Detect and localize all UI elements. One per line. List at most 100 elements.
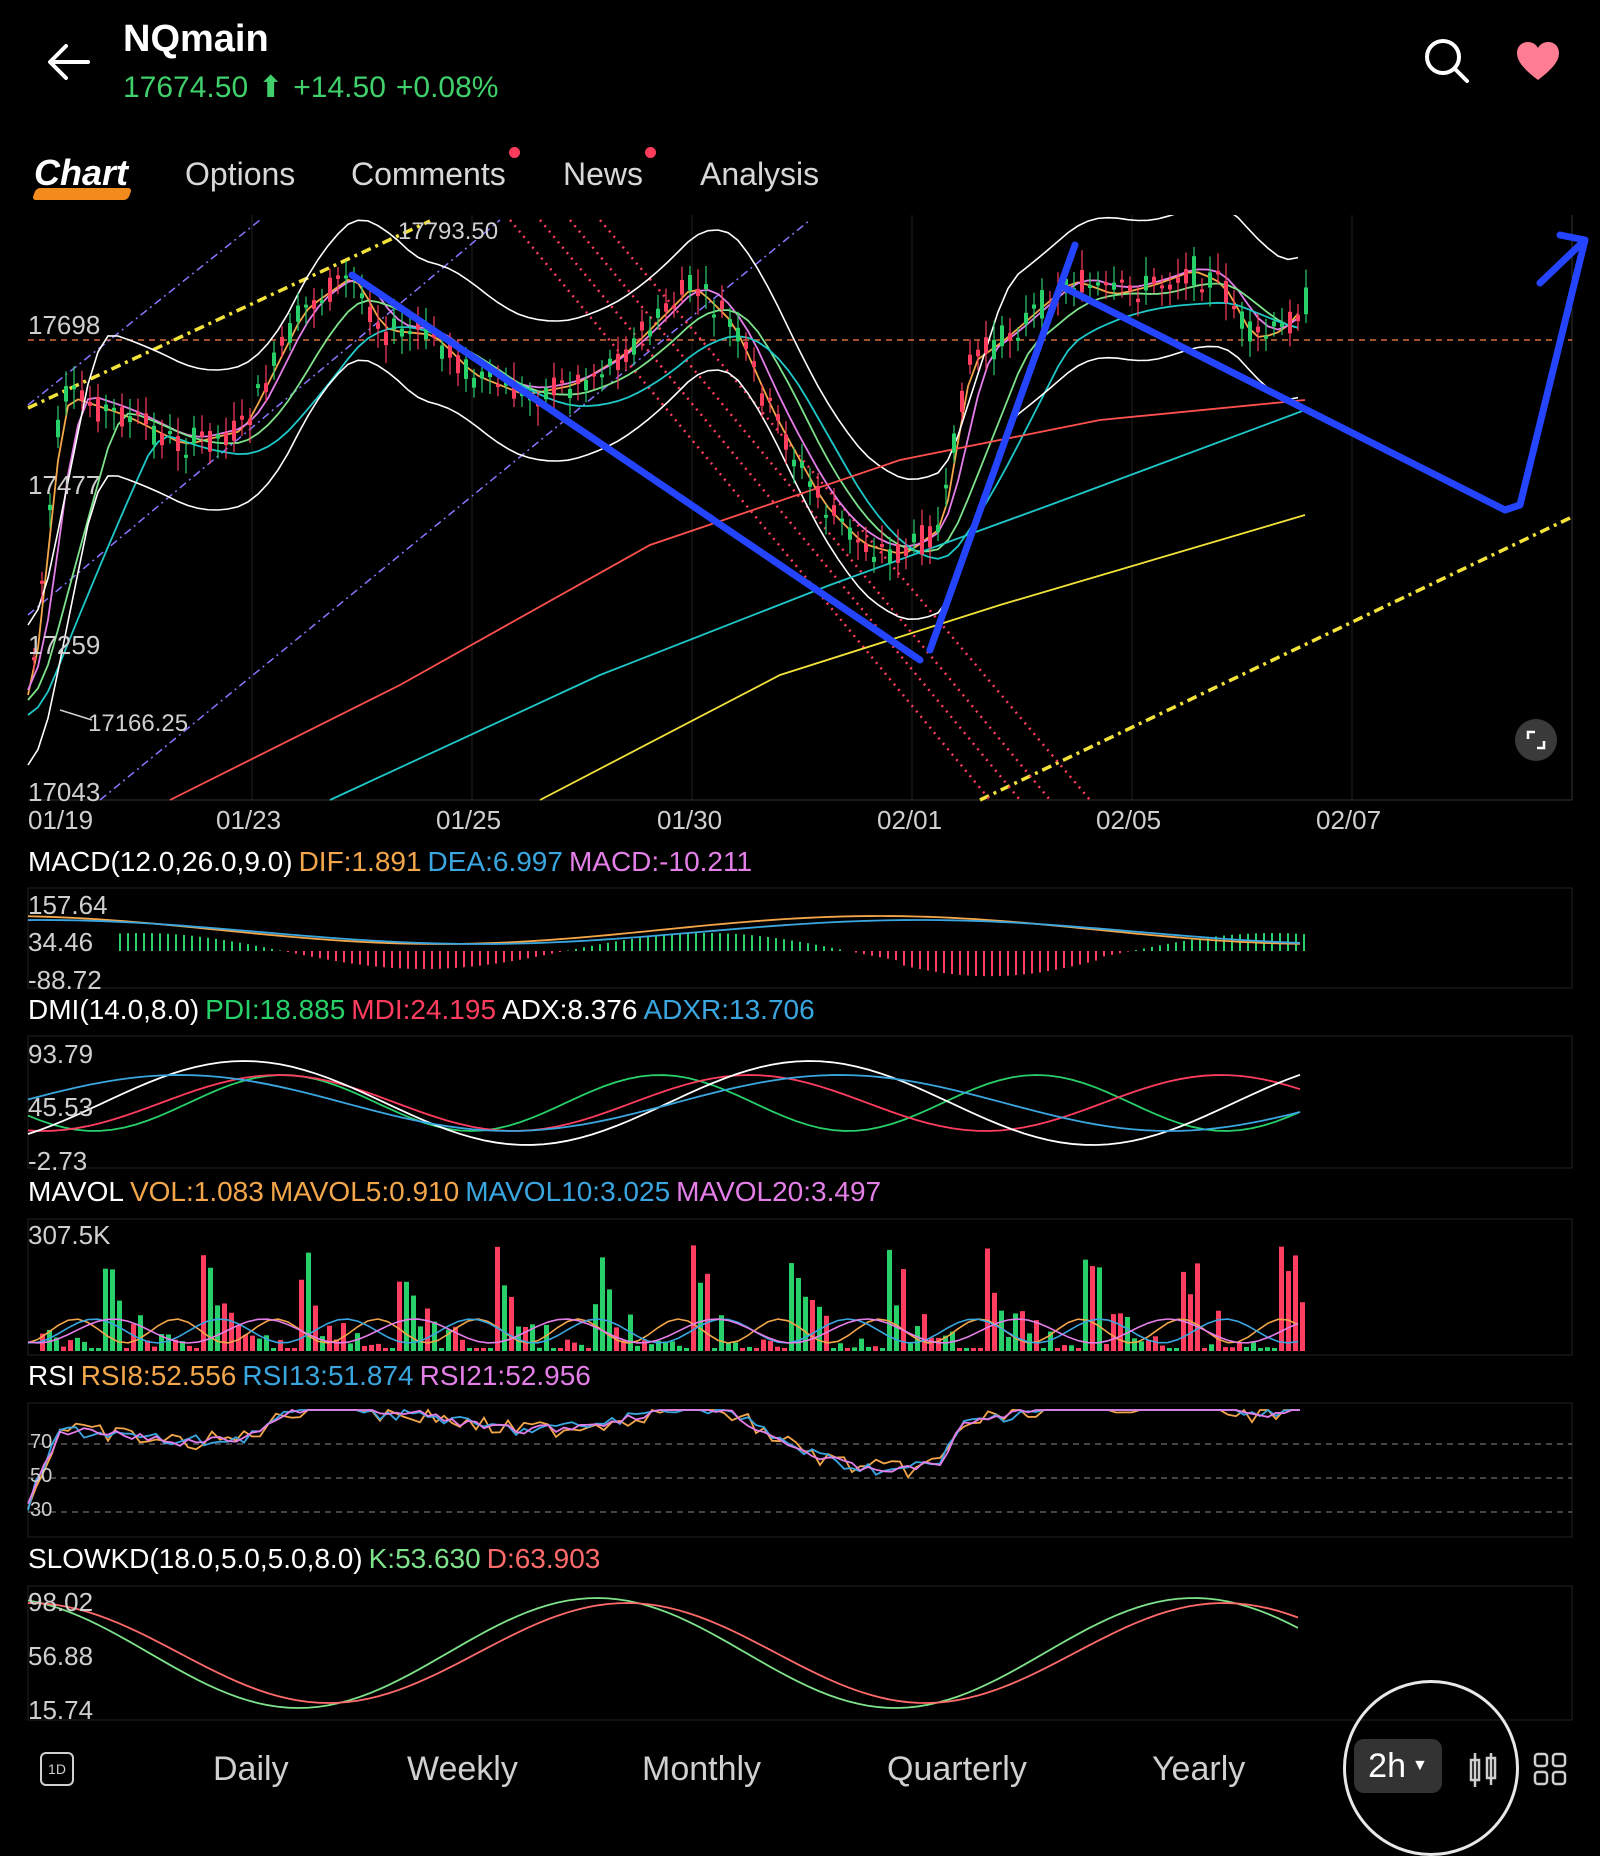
candle: [272, 352, 276, 366]
candle: [320, 300, 324, 304]
volume-bar: [229, 1312, 234, 1351]
volume-bar: [1139, 1341, 1144, 1351]
dmi-tick: 93.79: [28, 1039, 94, 1069]
volume-bar: [537, 1347, 542, 1351]
price-quote: 17674.50 ⬆ +14.50 +0.08%: [123, 70, 508, 105]
candle: [856, 539, 860, 543]
volume-bar: [866, 1346, 871, 1351]
dmi-adxr: ADXR:13.706: [643, 994, 815, 1025]
grid-menu-icon[interactable]: [1533, 1752, 1567, 1786]
candle: [176, 436, 180, 451]
candle: [1184, 269, 1188, 284]
volume-bar: [663, 1341, 668, 1351]
slowkd-panel[interactable]: [0, 1583, 1600, 1723]
candle: [1040, 290, 1044, 319]
volume-panel[interactable]: [0, 1216, 1600, 1356]
candle: [664, 303, 668, 312]
candle: [376, 322, 380, 329]
volume-bar: [383, 1348, 388, 1351]
candle: [728, 319, 732, 327]
candle: [360, 293, 364, 299]
favorite-heart-icon[interactable]: [1515, 40, 1561, 82]
candle: [888, 549, 892, 564]
volume-bar: [460, 1339, 465, 1351]
volume-bar: [1069, 1345, 1074, 1351]
candle: [1112, 282, 1116, 290]
volume-bar: [1216, 1310, 1221, 1351]
period-weekly[interactable]: Weekly: [407, 1750, 518, 1788]
period-2h-dropdown[interactable]: 2h ▼: [1354, 1739, 1442, 1793]
candle: [1288, 311, 1292, 334]
period-daily[interactable]: Daily: [213, 1750, 289, 1788]
candle: [560, 380, 564, 384]
price-change: +14.50: [293, 71, 386, 104]
slowkd-header[interactable]: SLOWKD(18.0,5.0,5.0,8.0) K:53.630 D:63.903: [28, 1543, 606, 1575]
candle: [936, 524, 940, 533]
tab-chart[interactable]: Chart: [34, 152, 129, 193]
period-monthly[interactable]: Monthly: [642, 1750, 762, 1788]
volume-bar: [495, 1246, 500, 1351]
candle: [576, 374, 580, 384]
volume-bar: [544, 1324, 549, 1351]
candle: [184, 454, 188, 458]
rsi-panel[interactable]: [0, 1400, 1600, 1540]
candle: [840, 518, 844, 522]
back-icon[interactable]: [44, 36, 96, 88]
volume-bar: [467, 1348, 472, 1351]
candle: [584, 379, 588, 391]
bollinger-lower-line: [27, 345, 1299, 766]
tab-news[interactable]: News: [563, 156, 644, 192]
candle: [64, 386, 68, 402]
dmi-panel[interactable]: [0, 1033, 1600, 1171]
candle: [40, 580, 44, 584]
date-tick: 01/23: [216, 805, 282, 835]
tab-options[interactable]: Options: [185, 156, 296, 192]
volume-bar: [1034, 1320, 1039, 1351]
candle: [208, 431, 212, 452]
tab-comments[interactable]: Comments: [351, 156, 506, 192]
candle: [456, 355, 460, 374]
rsi-header[interactable]: RSI RSI8:52.556 RSI13:51.874 RSI21:52.956: [28, 1360, 597, 1392]
volume-bar: [180, 1341, 185, 1351]
volume-bar: [838, 1343, 843, 1351]
calendar-1d-icon[interactable]: 1D: [40, 1752, 74, 1786]
volume-bar: [187, 1345, 192, 1351]
candle: [96, 397, 100, 422]
candle: [616, 353, 620, 371]
volume-bar: [173, 1339, 178, 1351]
candle: [512, 380, 516, 399]
candle: [1296, 314, 1300, 322]
tab-analysis[interactable]: Analysis: [700, 156, 820, 192]
mavol-header[interactable]: MAVOL VOL:1.083 MAVOL5:0.910 MAVOL10:3.025 M…: [28, 1176, 887, 1208]
dmi-name: DMI(14.0,8.0): [28, 994, 200, 1025]
candle: [1088, 284, 1092, 288]
volume-bar: [607, 1289, 612, 1351]
mavol10: MAVOL10:3.025: [465, 1176, 671, 1207]
candle: [736, 327, 740, 342]
candle: [168, 431, 172, 435]
candle: [248, 418, 252, 426]
bollinger-upper-line: [27, 215, 1299, 626]
search-icon[interactable]: [1422, 36, 1472, 86]
volume-bar: [901, 1269, 906, 1351]
dmi-header[interactable]: DMI(14.0,8.0) PDI:18.885 MDI:24.195 ADX:8.3…: [28, 994, 821, 1026]
volume-bar: [292, 1348, 297, 1351]
candlestick-chart[interactable]: 17793.50 17166.25: [0, 215, 1600, 805]
candle: [464, 359, 468, 379]
candle: [80, 390, 84, 400]
volume-bar: [1055, 1348, 1060, 1351]
candle: [1008, 333, 1012, 341]
volume-bar: [243, 1334, 248, 1351]
volume-bar: [313, 1305, 318, 1351]
period-quarterly[interactable]: Quarterly: [887, 1750, 1027, 1788]
volume-bar: [992, 1292, 997, 1351]
date-tick: 01/25: [436, 805, 502, 835]
fullscreen-expand-icon[interactable]: [1515, 719, 1557, 761]
period-yearly[interactable]: Yearly: [1152, 1750, 1246, 1788]
slowkd-name: SLOWKD(18.0,5.0,5.0,8.0): [28, 1543, 363, 1574]
macd-panel[interactable]: [0, 885, 1600, 990]
macd-header[interactable]: MACD(12.0,26.0,9.0) DIF:1.891 DEA:6.997 MAC…: [28, 846, 758, 878]
volume-bar: [719, 1315, 724, 1351]
volume-bar: [957, 1348, 962, 1351]
candle: [104, 404, 108, 412]
